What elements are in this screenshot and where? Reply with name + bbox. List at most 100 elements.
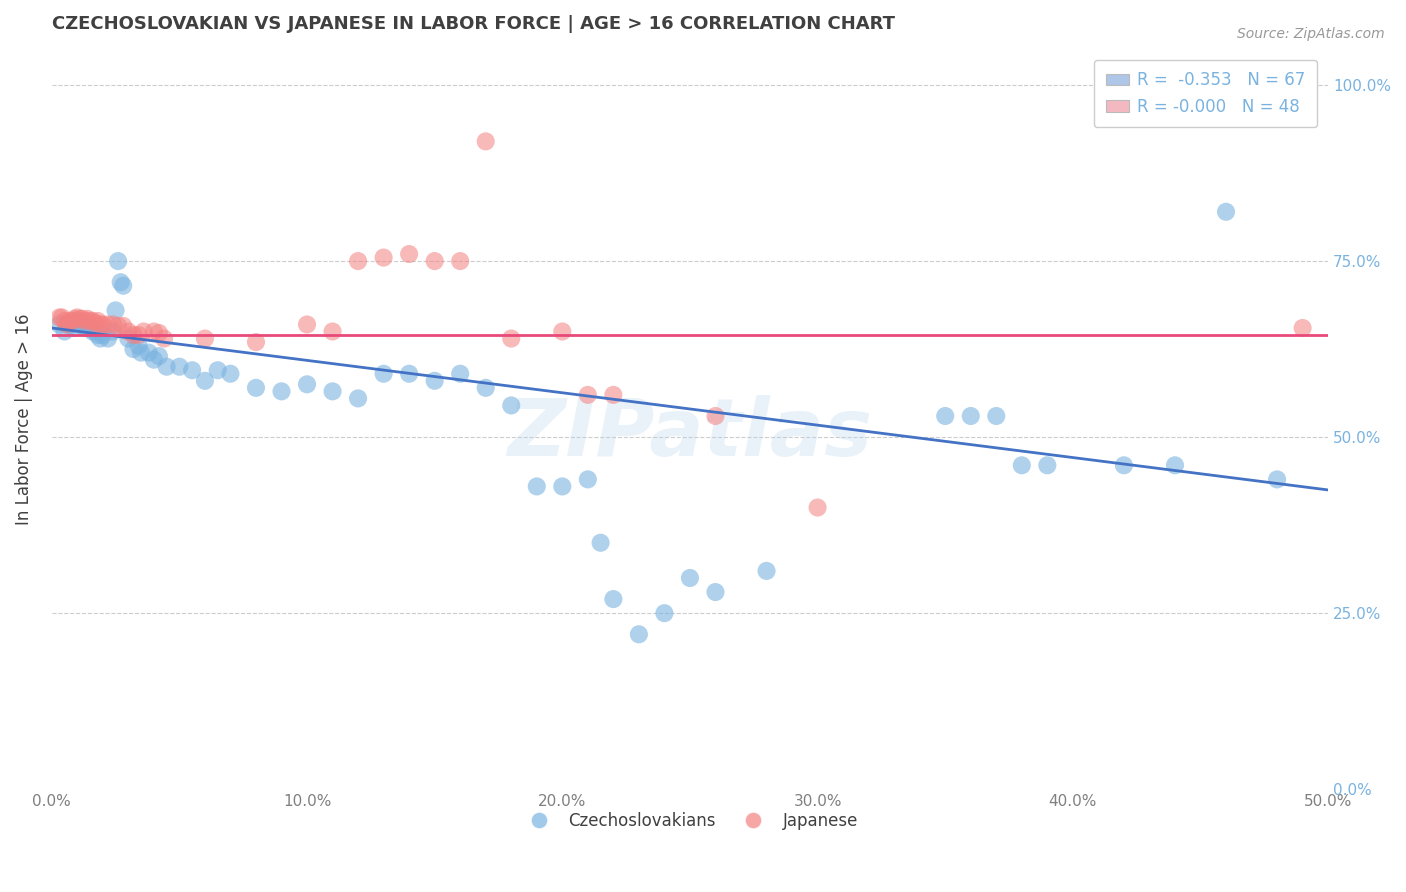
Point (1112, 458, 1135, 473)
Y-axis label: In Labor Force | Age > 16: In Labor Force | Age > 16 (15, 314, 32, 525)
Point (79, 321, 101, 335)
Point (501, 399, 523, 413)
Point (551, 479, 574, 493)
Point (501, 332, 523, 346)
Point (53, 314, 76, 328)
Point (169, 359, 191, 374)
Point (194, 332, 217, 346)
Point (60, 318, 83, 332)
Point (56, 318, 79, 332)
Point (270, 384, 292, 399)
Point (89, 332, 111, 346)
Point (51, 310, 73, 325)
Point (101, 318, 124, 332)
Point (589, 535, 612, 549)
Point (84, 325, 107, 339)
Point (207, 363, 229, 377)
Point (322, 325, 344, 339)
Point (148, 349, 170, 363)
Point (806, 500, 828, 515)
Point (122, 342, 145, 356)
Point (576, 388, 599, 402)
Point (1291, 321, 1313, 335)
Text: CZECHOSLOVAKIAN VS JAPANESE IN LABOR FORCE | AGE > 16 CORRELATION CHART: CZECHOSLOVAKIAN VS JAPANESE IN LABOR FOR… (52, 15, 894, 33)
Point (66, 314, 89, 328)
Point (129, 345, 152, 359)
Point (474, 134, 496, 148)
Point (104, 303, 127, 318)
Point (153, 332, 176, 346)
Point (84, 316, 107, 330)
Point (347, 392, 370, 406)
Point (704, 585, 727, 599)
Point (53, 325, 76, 339)
Legend: Czechoslovakians, Japanese: Czechoslovakians, Japanese (515, 805, 865, 837)
Point (117, 332, 139, 346)
Point (89, 318, 111, 332)
Point (245, 381, 267, 395)
Point (101, 325, 124, 339)
Point (959, 409, 981, 423)
Point (122, 328, 145, 343)
Point (1011, 458, 1033, 473)
Point (117, 325, 139, 339)
Point (69, 311, 91, 326)
Text: ZIPatlas: ZIPatlas (508, 395, 873, 474)
Point (148, 326, 170, 340)
Point (934, 409, 956, 423)
Point (91, 318, 114, 332)
Point (526, 479, 548, 493)
Point (576, 472, 599, 486)
Point (82, 314, 104, 328)
Point (755, 564, 778, 578)
Point (72, 318, 94, 332)
Point (128, 328, 150, 343)
Point (679, 571, 702, 585)
Point (112, 278, 135, 293)
Point (142, 352, 165, 367)
Point (1265, 472, 1288, 486)
Point (373, 367, 395, 381)
Point (423, 374, 446, 388)
Point (295, 318, 318, 332)
Point (138, 345, 160, 359)
Point (76, 311, 98, 326)
Point (110, 275, 132, 289)
Point (59, 318, 82, 332)
Point (112, 318, 135, 333)
Point (398, 247, 420, 261)
Point (245, 334, 267, 349)
Point (474, 381, 496, 395)
Point (97, 332, 120, 346)
Point (63, 321, 86, 335)
Point (449, 254, 471, 268)
Point (73, 314, 96, 328)
Point (91, 328, 114, 343)
Point (1164, 458, 1187, 473)
Point (1215, 204, 1237, 219)
Point (107, 254, 129, 268)
Point (986, 409, 1008, 423)
Point (107, 318, 129, 333)
Point (97, 318, 120, 332)
Point (128, 338, 150, 352)
Point (63, 311, 86, 326)
Point (194, 374, 217, 388)
Point (132, 325, 155, 339)
Point (219, 367, 242, 381)
Point (142, 325, 165, 339)
Point (295, 377, 318, 392)
Point (59, 314, 82, 328)
Point (48, 318, 70, 332)
Point (72, 311, 94, 326)
Point (551, 325, 574, 339)
Point (1036, 458, 1059, 473)
Point (704, 409, 727, 423)
Point (76, 321, 98, 335)
Point (86, 328, 108, 343)
Point (66, 310, 89, 325)
Point (398, 367, 420, 381)
Point (73, 321, 96, 335)
Point (60, 314, 83, 328)
Point (602, 592, 624, 607)
